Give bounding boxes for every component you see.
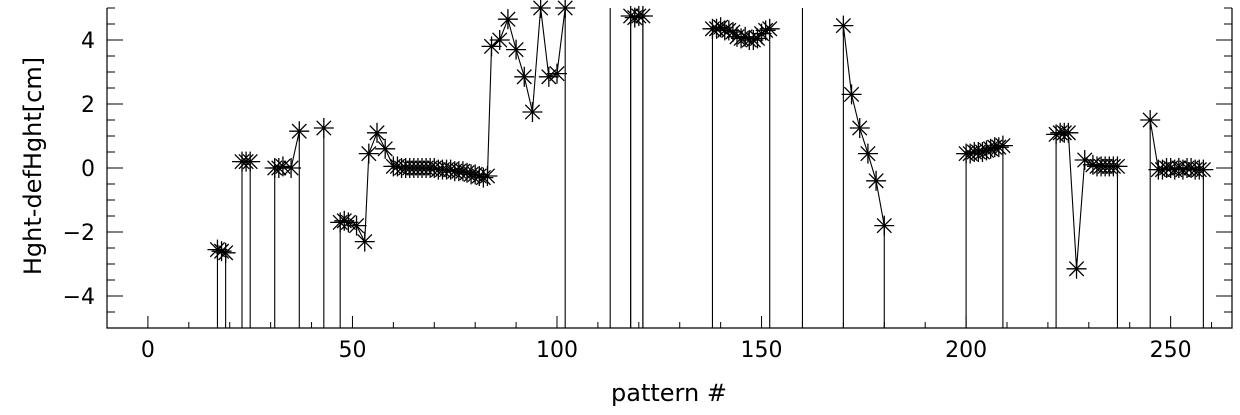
data-point [207, 239, 228, 260]
data-point [755, 20, 776, 41]
x-tick-label: 0 [141, 338, 155, 363]
data-point [211, 241, 232, 262]
data-point [477, 166, 498, 186]
data-point [465, 164, 486, 185]
data-point [313, 118, 334, 138]
data-point [489, 30, 510, 50]
data-point [976, 140, 997, 161]
x-tick-label: 100 [536, 338, 578, 363]
data-point [718, 20, 739, 41]
data-point [555, 0, 576, 18]
data-point [1066, 258, 1087, 279]
data-point [1193, 159, 1214, 180]
data-point [514, 66, 535, 87]
data-point [289, 121, 310, 142]
x-tick-label: 150 [741, 338, 783, 363]
data-point [874, 215, 895, 236]
data-point [522, 102, 543, 122]
y-tick-label: 0 [81, 157, 95, 182]
data-point [841, 84, 862, 105]
data-point [866, 170, 887, 191]
data-point [338, 212, 359, 233]
data-point [375, 138, 396, 159]
series-layer [207, 0, 1214, 328]
data-point [988, 137, 1009, 158]
data-point [358, 143, 379, 164]
data-point [346, 215, 367, 236]
data-point [1107, 156, 1128, 177]
data-point [743, 30, 764, 50]
data-point [240, 151, 261, 172]
data-point [992, 135, 1013, 156]
x-tick-label: 200 [945, 338, 987, 363]
x-tick-label: 50 [338, 338, 366, 363]
data-point [972, 142, 993, 162]
data-point [367, 122, 387, 143]
y-tick-label: 2 [81, 93, 95, 118]
data-point [1140, 110, 1161, 130]
data-point [506, 39, 527, 60]
ticks-layer: 0 50 100 150 200 250 −4 −2 0 2 4 [63, 7, 1232, 363]
y-tick-label: −4 [63, 285, 95, 310]
data-point [538, 66, 559, 87]
y-tick-label: 4 [81, 29, 95, 54]
data-point [497, 9, 518, 30]
data-point [759, 18, 780, 39]
x-axis-label: pattern # [611, 379, 727, 407]
x-tick-label: 250 [1150, 338, 1192, 363]
series-line [216, 7, 1204, 328]
data-point [268, 158, 289, 178]
data-point [1058, 122, 1079, 143]
y-axis-label: Hght-defHght[cm] [19, 57, 47, 275]
data-point [452, 161, 473, 182]
y-tick-label: −2 [63, 221, 95, 246]
data-point [215, 242, 236, 263]
data-point [547, 63, 567, 84]
data-point [354, 231, 375, 252]
data-point [530, 0, 551, 18]
data-point [281, 158, 302, 178]
data-point [632, 6, 653, 26]
data-point [833, 15, 854, 36]
data-point [857, 143, 878, 164]
data-point [473, 167, 494, 188]
data-point [849, 118, 870, 138]
